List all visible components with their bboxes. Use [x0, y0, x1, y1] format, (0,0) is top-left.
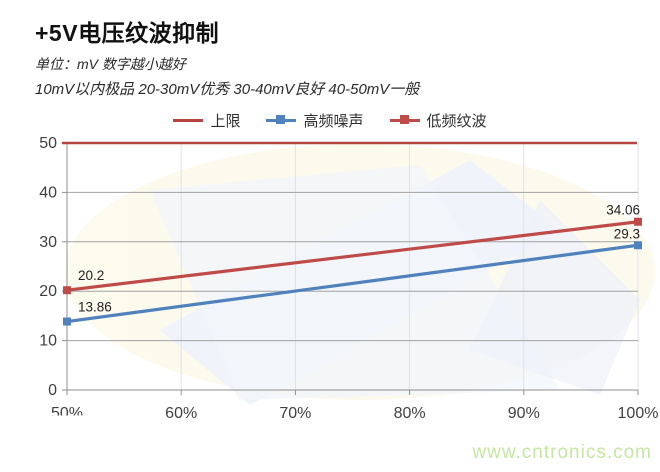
- legend-item-lf-ripple: 低频纹波: [389, 110, 487, 131]
- legend-label: 高频噪声: [303, 112, 364, 130]
- svg-text:60%: 60%: [165, 405, 197, 422]
- data-label-20.2: 20.2: [78, 268, 104, 283]
- data-label-34.06: 34.06: [606, 203, 640, 218]
- svg-text:80%: 80%: [394, 405, 426, 422]
- upper-limit-line-swatch-icon: [173, 115, 204, 125]
- svg-text:90%: 90%: [508, 405, 540, 422]
- lf-ripple-line-swatch-icon: [389, 115, 420, 125]
- x-axis-labels: 50% 60% 70% 80% 90% 100%: [51, 405, 658, 422]
- y-axis-labels: 0 10 20 30 40 50: [39, 135, 57, 399]
- background-logo-watermark: [65, 144, 655, 405]
- subtitle-grades: 10mV以内极品 20-30mV优秀 30-40mV良好 40-50mV一般: [35, 81, 420, 98]
- hf-noise-line-swatch-icon: [266, 115, 297, 125]
- label-clip-overlay: [40, 415, 96, 431]
- axes: [62, 142, 639, 395]
- legend-label: 上限: [210, 112, 241, 130]
- horizontal-gridlines: [67, 191, 638, 342]
- svg-text:50: 50: [39, 135, 57, 152]
- svg-text:0: 0: [48, 382, 57, 399]
- page-title: +5V电压纹波抑制: [35, 20, 220, 46]
- vertical-gridlines: [180, 143, 639, 390]
- svg-text:30: 30: [39, 234, 57, 251]
- legend-item-upper-limit: 上限: [173, 110, 240, 131]
- legend-item-hf-noise: 高频噪声: [266, 110, 364, 131]
- svg-text:20: 20: [39, 283, 57, 300]
- svg-text:40: 40: [39, 184, 57, 201]
- legend-label: 低频纹波: [426, 112, 487, 130]
- site-watermark: www.cntronics.com: [472, 442, 652, 463]
- svg-text:100%: 100%: [618, 405, 659, 422]
- series-低频纹波: 20.2 34.06: [63, 203, 642, 295]
- series-高频噪声: 13.86 29.3: [63, 226, 642, 326]
- data-label-13.86: 13.86: [78, 300, 112, 315]
- data-label-29.3: 29.3: [614, 226, 640, 241]
- svg-text:70%: 70%: [279, 405, 311, 422]
- svg-text:10: 10: [39, 333, 57, 350]
- chart-legend: 上限 高频噪声 低频纹波: [0, 108, 660, 132]
- subtitle-unit: 单位：mV 数字越小越好: [35, 56, 186, 72]
